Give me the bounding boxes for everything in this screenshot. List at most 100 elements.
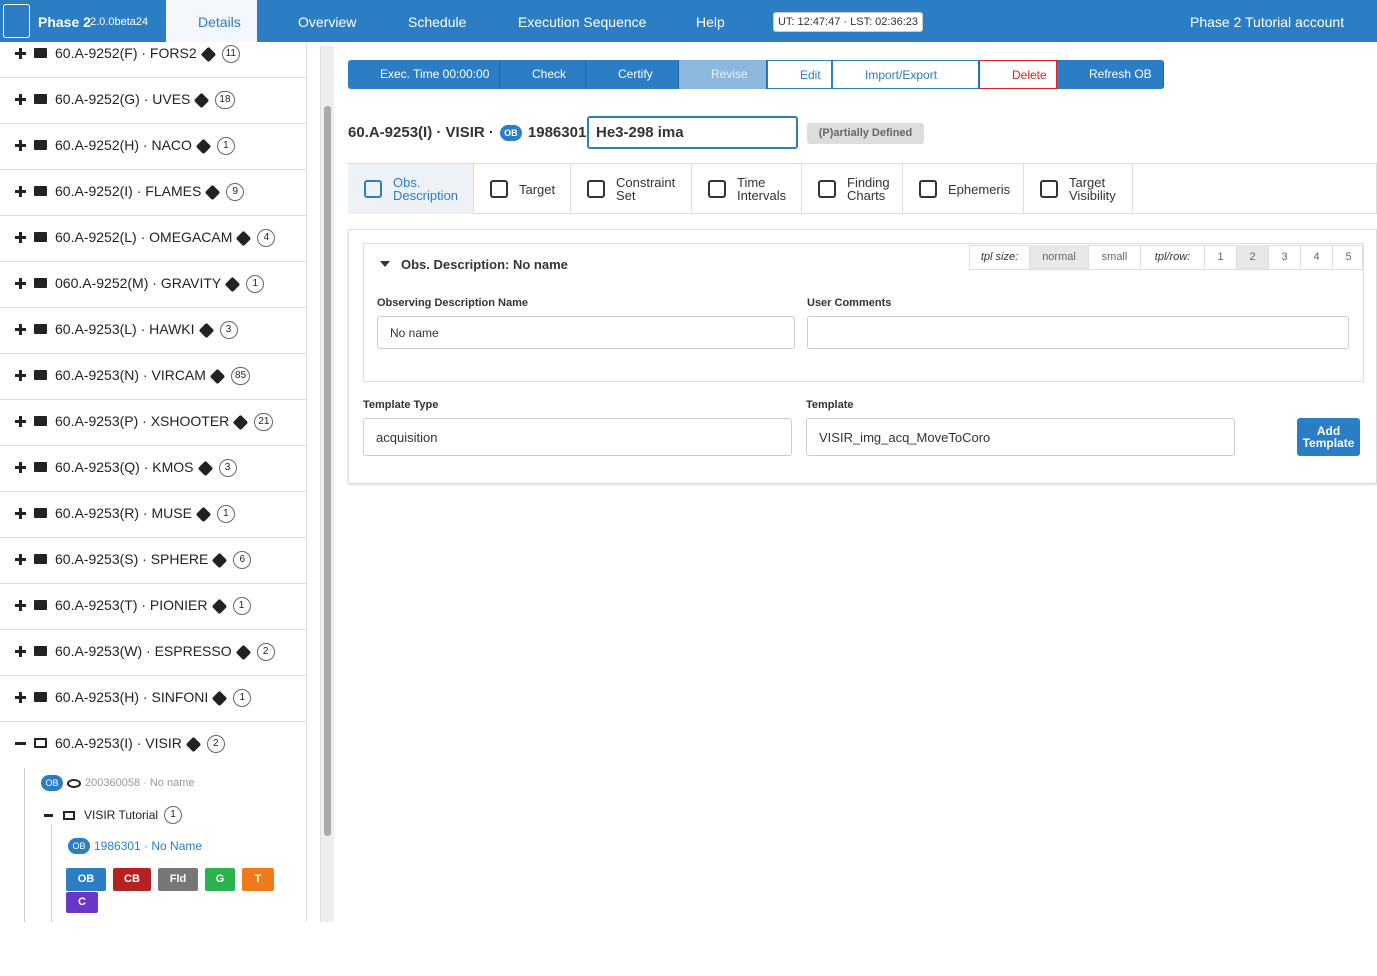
tree-row[interactable]: 60.A-9253(S) · SPHERE 6 <box>0 538 306 584</box>
tpl-row-option[interactable]: 4 <box>1300 245 1332 269</box>
ob-part-button[interactable]: C <box>66 892 98 913</box>
expand-icon[interactable] <box>15 278 26 289</box>
tree-label[interactable]: 60.A-9252(L) · OMEGACAM 4 <box>55 229 276 248</box>
scroll-thumb[interactable] <box>324 106 331 836</box>
tree-row[interactable]: 60.A-9252(F) · FORS2 11 <box>0 42 306 78</box>
collapse-icon[interactable] <box>15 738 26 749</box>
comments-input[interactable] <box>807 316 1349 349</box>
tree-row[interactable]: 60.A-9253(N) · VIRCAM 85 <box>0 354 306 400</box>
ob-part-button[interactable]: T <box>242 868 274 891</box>
tree-row[interactable]: 60.A-9253(R) · MUSE 1 <box>0 492 306 538</box>
expand-icon[interactable] <box>15 554 26 565</box>
tab[interactable]: Obs. Description <box>348 164 474 214</box>
tree-label[interactable]: 60.A-9253(L) · HAWKI 3 <box>55 321 238 340</box>
tree-row[interactable]: 60.A-9253(P) · XSHOOTER 21 <box>0 400 306 446</box>
nav-tab[interactable]: Schedule <box>408 14 467 30</box>
tree-row[interactable]: 60.A-9252(L) · OMEGACAM 4 <box>0 216 306 262</box>
tree-row[interactable]: 60.A-9253(T) · PIONIER 1 <box>0 584 306 630</box>
tree-label[interactable]: 60.A-9253(I) · VISIR 2 <box>55 735 225 754</box>
expand-icon[interactable] <box>15 186 26 197</box>
expand-icon[interactable] <box>15 48 26 59</box>
tree-row[interactable]: 60.A-9253(H) · SINFONI 1 <box>0 676 306 722</box>
tree-label[interactable]: 60.A-9253(R) · MUSE 1 <box>55 505 235 524</box>
tree-label[interactable]: 60.A-9252(F) · FORS2 11 <box>55 45 240 64</box>
add-template-button[interactable]: Add Template <box>1297 418 1360 456</box>
nav-tab[interactable]: Help <box>696 14 725 30</box>
tab[interactable]: Target <box>474 164 571 214</box>
tab-label: Time Intervals <box>737 175 787 203</box>
tree-row[interactable]: 60.A-9252(H) · NACO 1 <box>0 124 306 170</box>
tree-row[interactable]: 060.A-9252(M) · GRAVITY 1 <box>0 262 306 308</box>
tree-row[interactable]: 60.A-9252(I) · FLAMES 9 <box>0 170 306 216</box>
tree-row[interactable]: 60.A-9253(I) · VISIR 2 <box>0 722 306 768</box>
count-badge: 2 <box>256 643 275 662</box>
toolbar-button[interactable]: Refresh OB <box>1057 60 1164 89</box>
nav-tab[interactable]: Overview <box>298 14 357 30</box>
tree-label[interactable]: 60.A-9253(S) · SPHERE 6 <box>55 551 252 570</box>
tree-row[interactable]: 60.A-9252(G) · UVES 18 <box>0 78 306 124</box>
field-label: Template <box>806 399 854 411</box>
tree-label[interactable]: 60.A-9253(N) · VIRCAM 85 <box>55 367 251 386</box>
run-name: 60.A-9253(I) · VISIR <box>55 735 182 751</box>
expand-icon[interactable] <box>15 508 26 519</box>
child-ob-row[interactable]: OB 1986301 · No Name <box>68 838 202 854</box>
tree-label[interactable]: 60.A-9253(P) · XSHOOTER 21 <box>55 413 274 432</box>
toolbar-button[interactable]: Revise <box>679 60 767 89</box>
tab[interactable]: Target Visibility <box>1024 164 1133 214</box>
tree-row[interactable]: 60.A-9253(W) · ESPRESSO 2 <box>0 630 306 676</box>
ob-part-button[interactable]: CB <box>113 868 151 891</box>
expand-icon[interactable] <box>15 646 26 657</box>
tpl-row-option[interactable]: 5 <box>1332 245 1364 269</box>
ob-part-button[interactable]: Fld <box>158 868 198 891</box>
toolbar-button[interactable]: Exec. Time 00:00:00 <box>348 60 500 89</box>
tree-label[interactable]: 60.A-9253(W) · ESPRESSO 2 <box>55 643 275 662</box>
tab[interactable]: Constraint Set <box>571 164 692 214</box>
expand-icon[interactable] <box>15 600 26 611</box>
tpl-row-option[interactable]: 2 <box>1236 245 1268 269</box>
ob-name-input[interactable]: He3-298 ima <box>587 116 798 149</box>
nav-tab[interactable]: Details <box>166 0 257 42</box>
collapse-arrow[interactable] <box>380 261 390 267</box>
toolbar-button[interactable]: Certify <box>586 60 679 89</box>
toolbar-button[interactable]: Edit <box>767 60 832 89</box>
toolbar-button[interactable]: Check <box>500 60 586 89</box>
expand-icon[interactable] <box>15 94 26 105</box>
tpl-row-option[interactable]: 1 <box>1204 245 1236 269</box>
folder-row[interactable]: VISIR Tutorial 1 <box>44 806 183 824</box>
tree-label[interactable]: 60.A-9253(T) · PIONIER 1 <box>55 597 251 616</box>
toolbar-button[interactable]: Delete <box>979 60 1057 89</box>
tab[interactable]: Time Intervals <box>692 164 802 214</box>
expand-icon[interactable] <box>15 370 26 381</box>
tree-label[interactable]: 60.A-9252(I) · FLAMES 9 <box>55 183 245 202</box>
collapse-icon[interactable] <box>44 813 53 817</box>
tree-row[interactable]: 60.A-9253(Q) · KMOS 3 <box>0 446 306 492</box>
tab[interactable]: Finding Charts <box>802 164 903 214</box>
expand-icon[interactable] <box>15 692 26 703</box>
tree-label[interactable]: 60.A-9253(Q) · KMOS 3 <box>55 459 237 478</box>
name-input[interactable]: No name <box>377 316 795 349</box>
tree-row[interactable]: 60.A-9253(L) · HAWKI 3 <box>0 308 306 354</box>
ob-part-button[interactable]: OB <box>66 868 106 891</box>
account-menu[interactable]: Phase 2 Tutorial account <box>1190 14 1345 30</box>
ob-part-button[interactable]: G <box>205 868 235 891</box>
tpl-size-option[interactable]: normal <box>1029 245 1088 269</box>
tree-label[interactable]: 60.A-9252(G) · UVES 18 <box>55 91 235 110</box>
template-select[interactable]: VISIR_img_acq_MoveToCoro <box>806 418 1235 456</box>
tree-label[interactable]: 60.A-9252(H) · NACO 1 <box>55 137 235 156</box>
tab[interactable]: Ephemeris <box>903 164 1024 214</box>
expand-icon[interactable] <box>15 416 26 427</box>
expand-icon[interactable] <box>15 140 26 151</box>
tree-label[interactable]: 60.A-9253(H) · SINFONI 1 <box>55 689 252 708</box>
tpl-row-option[interactable]: 3 <box>1268 245 1300 269</box>
expand-icon[interactable] <box>15 462 26 473</box>
ob-row[interactable]: OB 200360058 · No name <box>41 775 194 791</box>
run-label: 60.A-9253(I) · VISIR · <box>348 124 494 141</box>
expand-icon[interactable] <box>15 232 26 243</box>
template-type-select[interactable]: acquisition <box>363 418 792 456</box>
wrench-icon <box>233 414 249 431</box>
nav-tab[interactable]: Execution Sequence <box>518 14 647 30</box>
expand-icon[interactable] <box>15 324 26 335</box>
toolbar-button[interactable]: Import/Export <box>832 60 979 89</box>
tree-label[interactable]: 060.A-9252(M) · GRAVITY 1 <box>55 275 265 294</box>
tpl-size-option[interactable]: small <box>1088 245 1140 269</box>
